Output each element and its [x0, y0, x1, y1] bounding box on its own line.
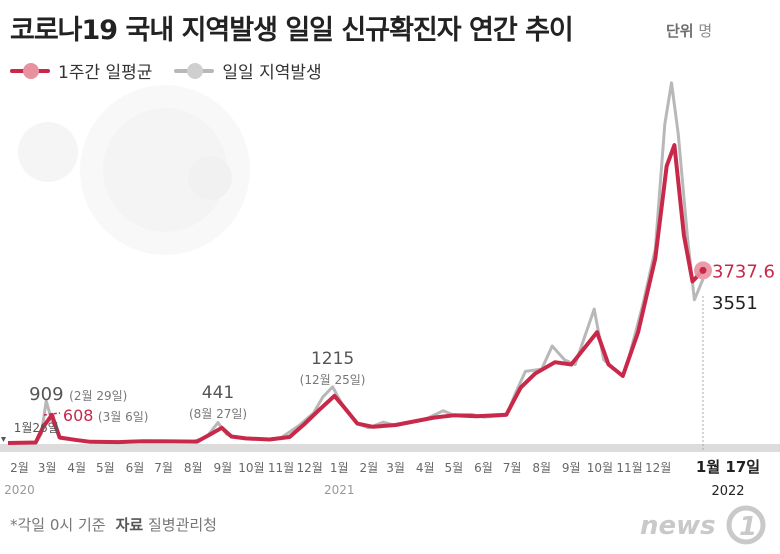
unit-label: 단위 [666, 22, 694, 40]
x-tick-label: 10월 [587, 461, 613, 475]
x-tick-label: 5월 [444, 461, 463, 475]
unit-note: 단위 명 [666, 20, 712, 41]
end-avg-point [699, 266, 707, 274]
legend-avg-swatch [10, 61, 50, 81]
data-label-441: 441 [202, 383, 234, 403]
x-tick-label: 1월 [330, 461, 349, 475]
data-label-1215-date: (12월 25일) [300, 373, 366, 387]
x-tick-label: 8월 [532, 461, 551, 475]
x-tick-label: 6월 [126, 461, 145, 475]
source-name: 질병관리청 [147, 516, 217, 534]
x-tick-label: 8월 [184, 461, 203, 475]
news1-logo: news 1 [640, 505, 766, 545]
x-tick-label: 7월 [154, 461, 173, 475]
legend-item-avg: 1주간 일평균 [10, 58, 152, 83]
start-marker [1, 437, 6, 442]
x-tick-label: 11월 [616, 461, 642, 475]
year-label-end: 2022 [711, 484, 744, 499]
end-tick-label: 1월 17일 [696, 458, 760, 476]
x-tick-label: 9월 [213, 461, 232, 475]
data-label-441-date: (8월 27일) [189, 407, 247, 421]
virus-decoration [18, 85, 250, 255]
unit-value: 명 [698, 22, 713, 40]
x-tick-label: 3월 [386, 461, 405, 475]
x-tick-label: 2월 [360, 461, 379, 475]
data-label-909: 909 [29, 384, 63, 405]
legend-daily-label: 일일 지역발생 [222, 63, 322, 83]
x-tick-label: 5월 [96, 461, 115, 475]
legend-daily-swatch [174, 61, 215, 81]
x-tick-label: 4월 [67, 461, 86, 475]
legend: 1주간 일평균 일일 지역발생 [10, 58, 344, 83]
x-tick-label: 7월 [503, 461, 522, 475]
x-tick-label: 2월 [10, 461, 29, 475]
chart-title: 코로나19 국내 지역발생 일일 신규확진자 연간 추이 [10, 15, 574, 46]
series-avg-line [7, 143, 705, 445]
x-tick-label: 10월 [238, 461, 264, 475]
svg-text:1: 1 [739, 512, 757, 542]
data-label-end-avg: 3737.6 [712, 261, 775, 282]
footer-note: *각일 0시 기준 자료 질병관리청 [10, 514, 217, 535]
legend-avg-label: 1주간 일평균 [58, 63, 153, 83]
data-label-end-daily: 3551 [712, 293, 758, 314]
x-tick-label: 12월 [645, 461, 671, 475]
x-tick-label: 12월 [297, 461, 323, 475]
year-label: 2020 [4, 483, 35, 497]
source-label: 자료 [115, 516, 144, 534]
footer-basis: *각일 0시 기준 [10, 516, 106, 534]
x-tick-label: 3월 [38, 461, 57, 475]
svg-text:news: news [640, 511, 716, 541]
legend-item-daily: 일일 지역발생 [174, 58, 322, 83]
data-label-608-date: (3월 6일) [98, 410, 149, 424]
start-date-annotation: 1월26일 [14, 421, 59, 435]
x-tick-label: 6월 [474, 461, 493, 475]
label-608-leader [43, 412, 61, 416]
x-tick-label: 9월 [562, 461, 581, 475]
data-label-909-date: (2월 29일) [69, 389, 127, 403]
data-label-608: 608 [63, 406, 94, 425]
x-tick-label: 4월 [416, 461, 435, 475]
data-label-1215: 1215 [311, 349, 354, 369]
x-axis-band [0, 444, 780, 452]
year-label: 2021 [324, 483, 355, 497]
x-tick-label: 11월 [268, 461, 294, 475]
